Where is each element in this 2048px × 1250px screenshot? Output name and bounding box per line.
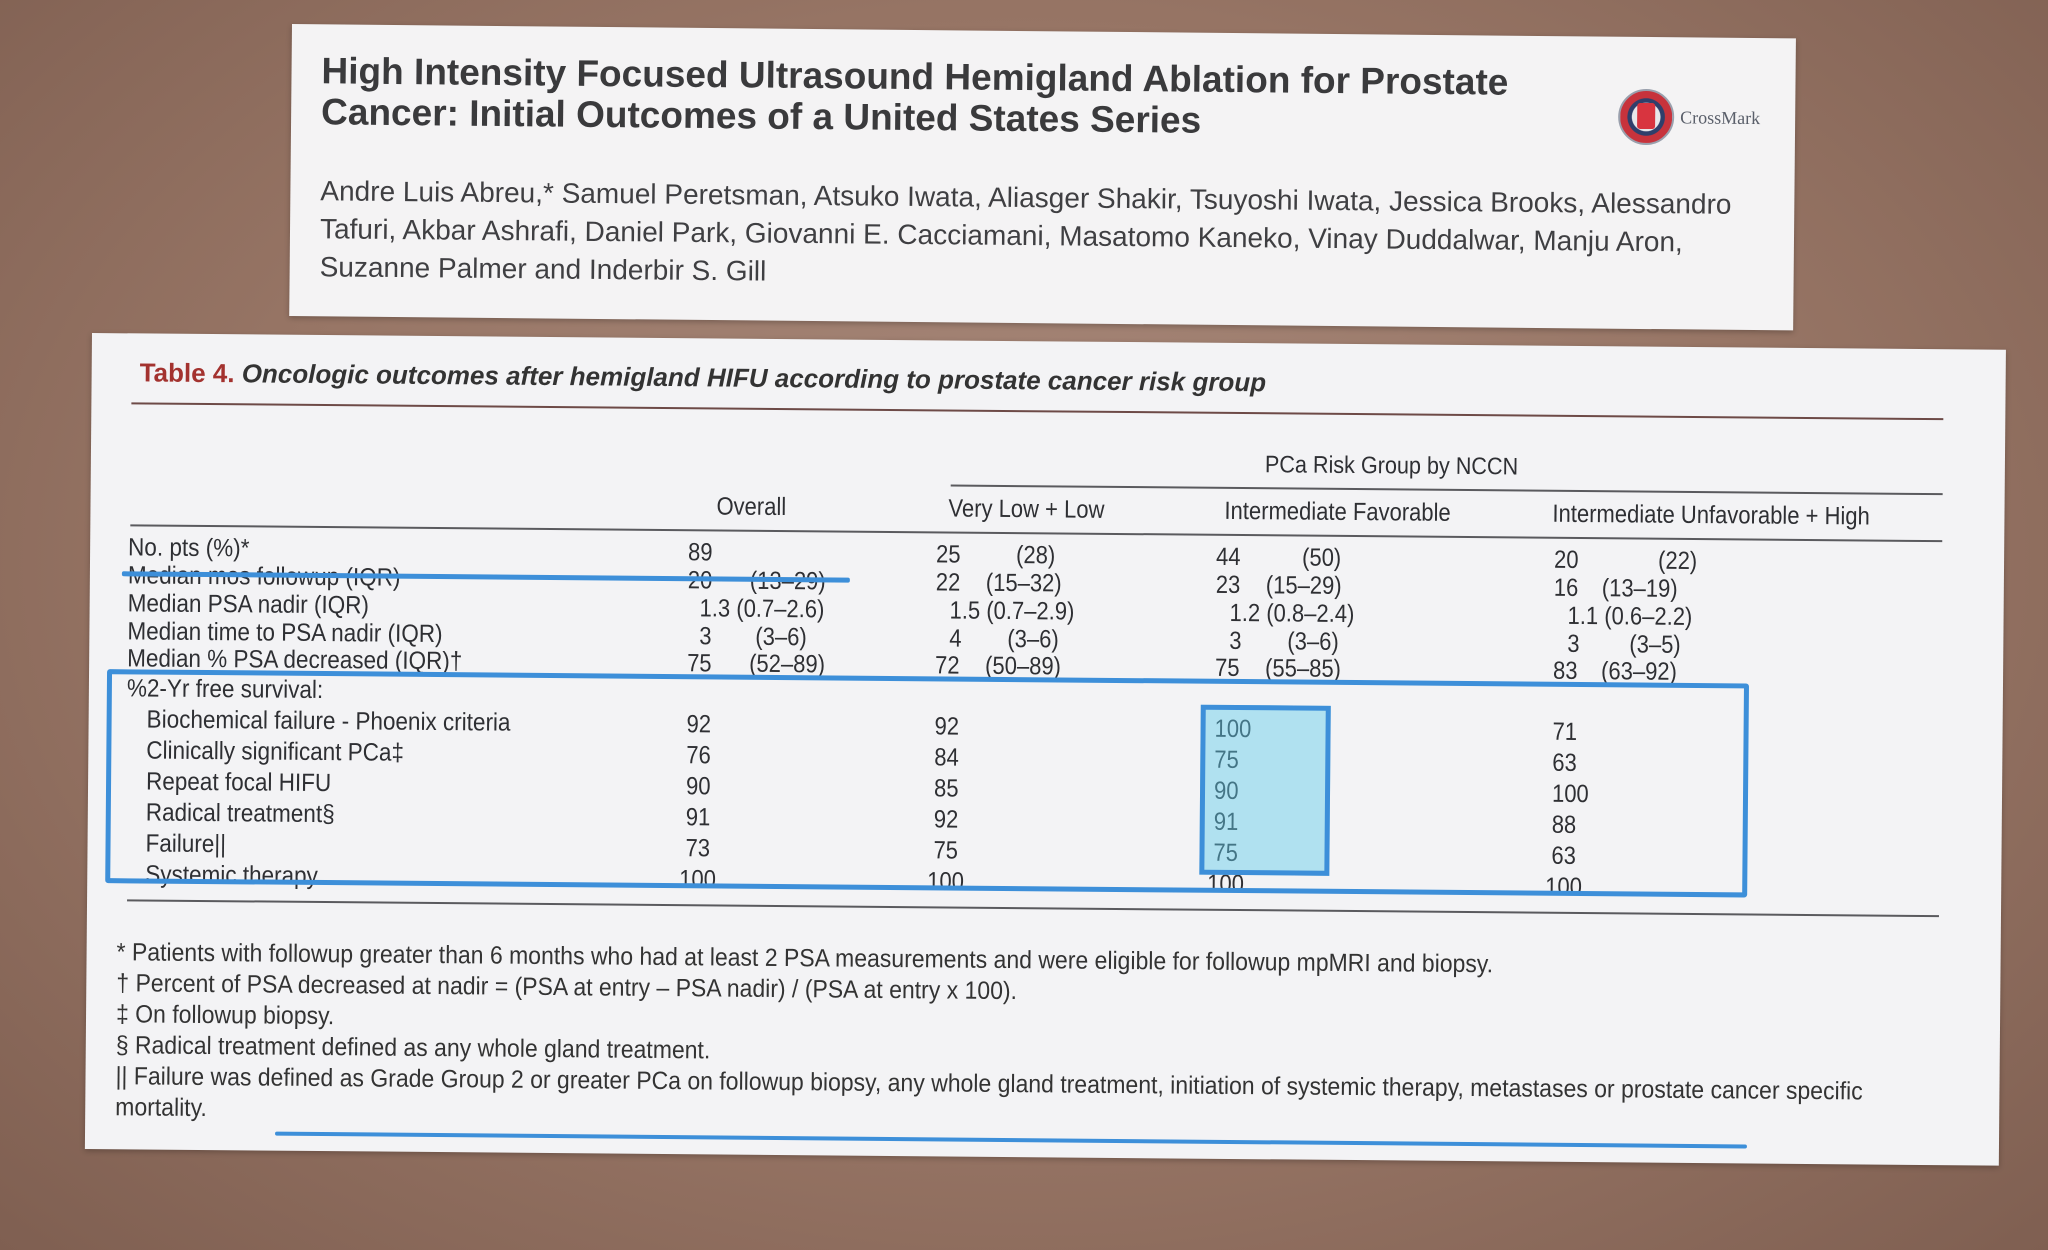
- table-caption: Table 4. Oncologic outcomes after hemigl…: [140, 357, 1267, 398]
- table-caption-label: Table 4.: [139, 357, 235, 389]
- cell-value: 1.1 (0.6–2.2): [1567, 601, 1693, 631]
- paper-header-card: High Intensity Focused Ultrasound Hemigl…: [289, 24, 1796, 331]
- cell-value: 4: [949, 624, 962, 653]
- paper-title: High Intensity Focused Ultrasound Hemigl…: [320, 50, 1509, 141]
- cell-value: 16: [1553, 573, 1579, 602]
- table-footnotes: * Patients with followup greater than 6 …: [115, 937, 1863, 1138]
- cell-range: (15–32): [985, 568, 1062, 598]
- cell-value: 20: [1553, 545, 1579, 574]
- highlight-box-survival: [105, 669, 1750, 898]
- cell-range: (3–6): [1287, 627, 1339, 656]
- cell-value: 3: [1229, 626, 1242, 656]
- cell-value: 89: [687, 538, 713, 567]
- row-label-median-psa-nadir: Median PSA nadir (IQR): [127, 589, 370, 620]
- cell-value: 1.3 (0.7–2.6): [699, 594, 825, 624]
- paper-authors: Andre Luis Abreu,* Samuel Peretsman, Ats…: [319, 175, 1732, 287]
- table-card: Table 4. Oncologic outcomes after hemigl…: [84, 333, 2006, 1166]
- col-header-very-low-low: Very Low + Low: [948, 494, 1105, 524]
- cell-value: 25: [935, 540, 961, 569]
- risk-group-spanner: PCa Risk Group by NCCN: [1264, 451, 1519, 481]
- cell-value: 1.5 (0.7–2.9): [949, 596, 1075, 626]
- cell-range: (22): [1657, 546, 1698, 576]
- cell-value: 1.2 (0.8–2.4): [1229, 598, 1355, 629]
- cell-range: (13–19): [1601, 574, 1678, 603]
- cell-range: (3–6): [1007, 625, 1059, 654]
- crossmark-label: CrossMark: [1680, 106, 1761, 128]
- crossmark-icon: [1617, 88, 1675, 146]
- col-header-intermediate-unfavorable-high: Intermediate Unfavorable + High: [1552, 499, 1870, 531]
- cell-value: 44: [1215, 542, 1241, 572]
- cell-range: (15–29): [1265, 571, 1342, 600]
- highlight-fill-intermediate-favorable: [1199, 704, 1331, 876]
- cell-range: (3–6): [755, 622, 807, 652]
- cell-range: (50): [1301, 543, 1342, 572]
- cell-range: (28): [1015, 541, 1056, 570]
- spanner-rule: [950, 484, 1943, 495]
- col-header-overall: Overall: [716, 492, 787, 522]
- cell-value: 3: [1567, 629, 1580, 658]
- cell-value: 23: [1215, 570, 1241, 600]
- cell-value: 3: [699, 622, 712, 651]
- cell-range: (3–5): [1629, 630, 1681, 659]
- col-header-intermediate-favorable: Intermediate Favorable: [1224, 496, 1451, 527]
- crossmark-badge[interactable]: CrossMark: [1617, 88, 1761, 146]
- cell-value: 22: [935, 568, 961, 597]
- caption-rule: [131, 402, 1944, 421]
- row-label-no-pts: No. pts (%)*: [128, 533, 250, 563]
- table-bottom-rule: [127, 899, 1939, 917]
- table-caption-text: Oncologic outcomes after hemigland HIFU …: [241, 358, 1267, 398]
